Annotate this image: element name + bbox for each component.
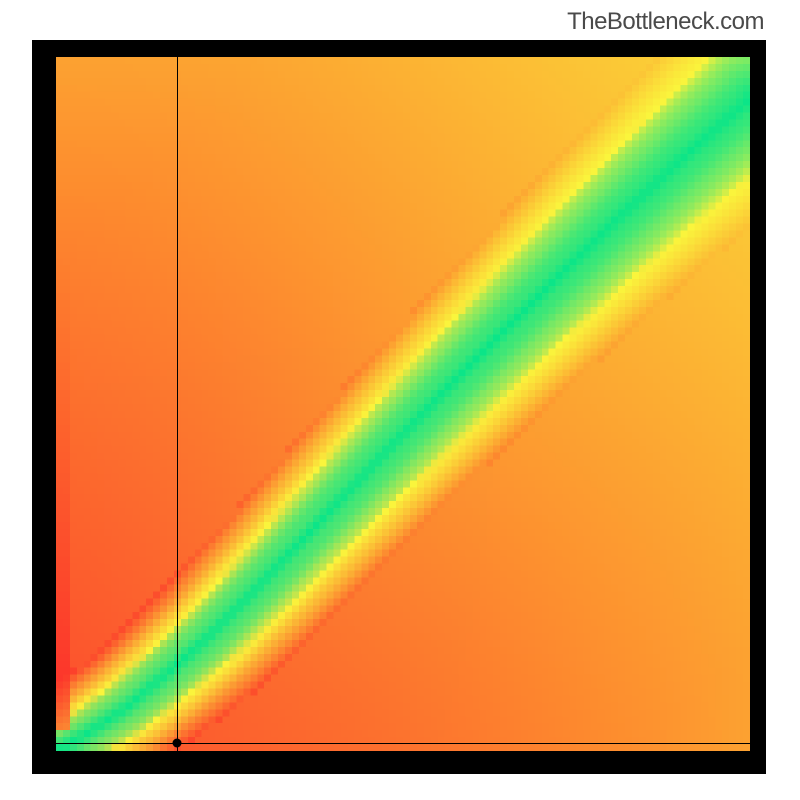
- plot-area: [56, 57, 750, 751]
- marker-dot: [173, 738, 182, 747]
- crosshair-horizontal-line: [56, 743, 750, 744]
- crosshair-vertical-line: [177, 57, 178, 751]
- chart-frame: [32, 40, 766, 774]
- watermark: TheBottleneck.com: [567, 8, 764, 36]
- heatmap-canvas: [56, 57, 750, 751]
